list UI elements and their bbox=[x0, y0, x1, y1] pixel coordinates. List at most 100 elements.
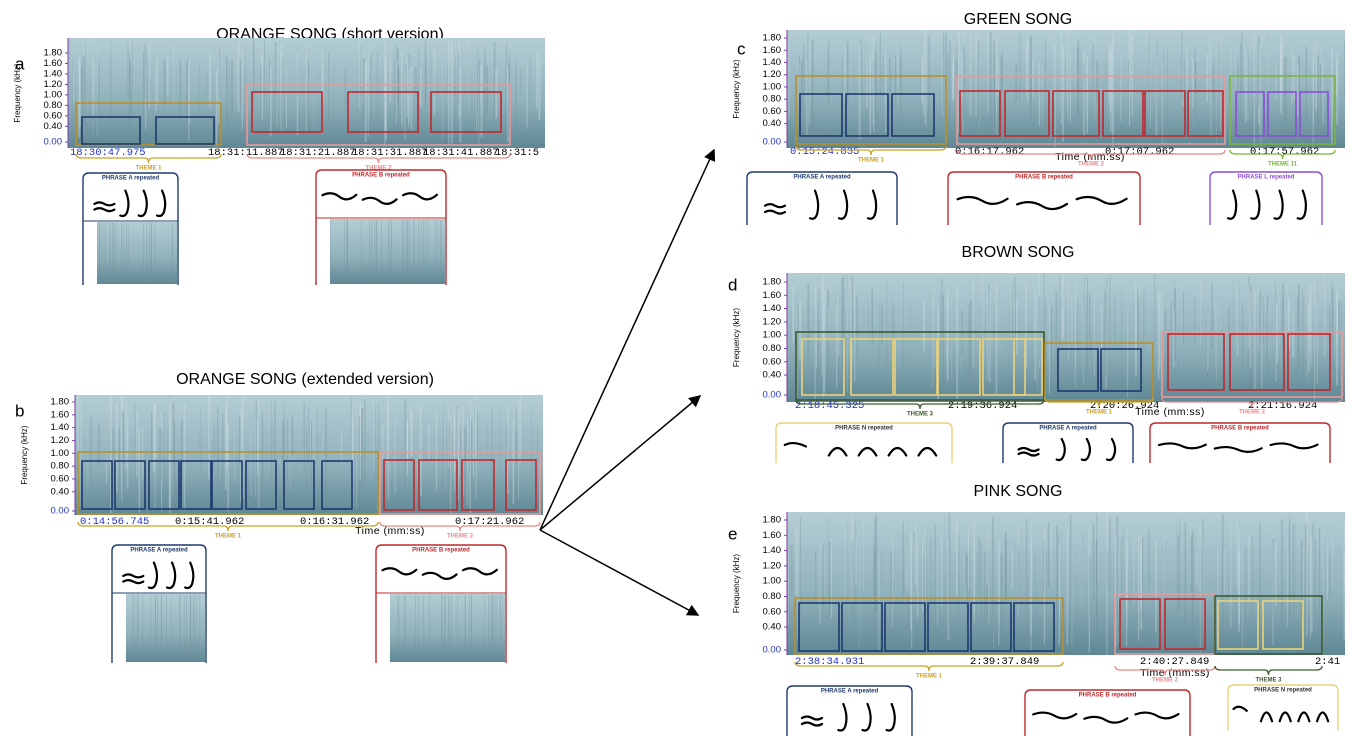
phrase-sketch bbox=[122, 561, 195, 590]
theme-brace bbox=[794, 661, 1064, 672]
time-label: 2:20:26.924 bbox=[1090, 400, 1159, 412]
phrase-box bbox=[959, 90, 1001, 137]
y-tick-label: 0.80 bbox=[763, 343, 782, 354]
phrase-sketch bbox=[1017, 437, 1117, 462]
y-tick-label: 1.20 bbox=[763, 316, 782, 327]
time-label: 0:17:21.962 bbox=[455, 516, 524, 528]
phrase-box bbox=[1144, 90, 1186, 137]
time-label: 0:17:07.962 bbox=[1105, 146, 1174, 158]
phrase-box bbox=[937, 338, 981, 396]
theme-label: THEME 1 bbox=[858, 158, 885, 164]
time-label: 18:31:41.887 bbox=[423, 147, 499, 159]
phrase-sketch bbox=[321, 192, 438, 205]
y-tick-label: 0.40 bbox=[763, 622, 782, 633]
theme-brace bbox=[795, 145, 947, 156]
phrase-sketch bbox=[1226, 189, 1308, 220]
phrase-box bbox=[81, 116, 141, 145]
panel: PINK SONG e 1.80 1.60 1.40 1.20 1.00 0.80 0.60 0.… bbox=[728, 483, 1346, 736]
panel-title: GREEN SONG bbox=[964, 11, 1072, 28]
y-axis-label: Frequency (kHz) bbox=[732, 554, 741, 613]
theme-brace bbox=[956, 149, 1226, 160]
phrase-box bbox=[1119, 598, 1161, 650]
phrase-box bbox=[1229, 333, 1285, 391]
y-tick-label: 1.00 bbox=[763, 81, 782, 92]
theme-brace bbox=[75, 153, 222, 164]
theme-brace bbox=[1161, 397, 1343, 408]
theme-label: THEME 2 bbox=[365, 166, 392, 172]
phrase-label: PHRASE A repeated bbox=[130, 548, 188, 554]
time-label: 18:31:11.887 bbox=[208, 147, 284, 159]
theme-label: THEME 1 bbox=[215, 534, 242, 540]
mini-spectrogram bbox=[390, 594, 505, 662]
phrase-box bbox=[794, 597, 1064, 655]
y-axis-label: Frequency (kHz) bbox=[20, 425, 29, 484]
phrase-label: PHRASE N repeated bbox=[835, 426, 893, 432]
phrase-sketch bbox=[93, 189, 167, 218]
y-tick-label: 1.20 bbox=[763, 69, 782, 80]
y-tick-label: 1.60 bbox=[44, 58, 63, 69]
y-tick-label: 1.00 bbox=[763, 330, 782, 341]
phrase-label: PHRASE A repeated bbox=[821, 689, 879, 695]
y-tick-label: 0.40 bbox=[44, 121, 63, 132]
spectrogram bbox=[75, 395, 543, 515]
theme-brace bbox=[246, 153, 511, 164]
phrase-label: PHRASE A repeated bbox=[1039, 426, 1097, 432]
phrase-panel bbox=[1024, 689, 1191, 736]
phrase-box bbox=[841, 602, 883, 652]
time-label: 0:16:17.962 bbox=[955, 146, 1024, 158]
phrase-box bbox=[845, 93, 889, 137]
theme-brace bbox=[1214, 665, 1323, 676]
theme-label: THEME 1 bbox=[135, 166, 162, 172]
panel: ORANGE SONG (short version)a1.801.601.40… bbox=[13, 26, 545, 285]
y-tick-label: 1.20 bbox=[44, 79, 63, 90]
phrase-box bbox=[81, 460, 113, 510]
theme-label: THEME 2 bbox=[1239, 410, 1266, 416]
y-tick-label: 1.00 bbox=[44, 89, 63, 100]
time-label: 2:18:45.325 bbox=[795, 400, 864, 412]
theme-brace bbox=[1114, 665, 1216, 676]
phrase-box bbox=[430, 91, 502, 133]
arrows bbox=[539, 148, 716, 616]
y-tick-label: 1.80 bbox=[51, 397, 70, 408]
theme-label: THEME 2 bbox=[447, 534, 474, 540]
panel: ORANGE SONG (extended version) b 1.801.60 1… bbox=[15, 371, 543, 663]
phrase-box bbox=[1102, 90, 1144, 137]
phrase-box bbox=[799, 93, 843, 137]
y-tick-label: 0.60 bbox=[763, 606, 782, 617]
phrase-box bbox=[1052, 90, 1100, 137]
y-tick-label: 1.80 bbox=[763, 33, 782, 44]
y-tick-label: 0.80 bbox=[763, 591, 782, 602]
phrase-label: PHRASE L repeated bbox=[1238, 175, 1295, 181]
y-tick-label: 1.60 bbox=[763, 45, 782, 56]
theme-brace bbox=[1229, 149, 1336, 160]
phrase-box bbox=[379, 451, 541, 515]
phrase-box bbox=[1287, 333, 1331, 391]
y-tick-label: 0.00 bbox=[763, 390, 782, 401]
phrase-box bbox=[246, 84, 511, 146]
phrase-sketch bbox=[800, 702, 896, 732]
time-label: 0:14:56.745 bbox=[80, 516, 149, 528]
y-tick-label: 0.00 bbox=[44, 137, 63, 148]
y-tick-label: 1.40 bbox=[763, 545, 782, 556]
phrase-box bbox=[927, 602, 969, 652]
phrase-box bbox=[283, 460, 315, 510]
panel: GREEN SONGc1.801.601.401.201.000.800.600… bbox=[732, 11, 1345, 225]
phrase-box bbox=[505, 459, 537, 511]
panel: BROWN SONG d 1.80 1.60 1.40 1.20 1.00 0.80 0.60 0… bbox=[728, 244, 1345, 463]
phrase-sketch bbox=[381, 567, 498, 580]
phrase-box bbox=[884, 602, 926, 652]
time-label: 0:17:57.962 bbox=[1250, 146, 1319, 158]
phrase-box bbox=[795, 75, 947, 145]
spectrogram bbox=[787, 30, 1345, 148]
time-label: 2:21:16.924 bbox=[1248, 400, 1317, 412]
phrase-sketch bbox=[783, 442, 938, 457]
theme-brace bbox=[379, 521, 541, 532]
phrase-sketch bbox=[1232, 705, 1330, 723]
y-tick-label: 1.60 bbox=[51, 409, 70, 420]
y-tick-label: 0.80 bbox=[44, 100, 63, 111]
y-tick-label: 0.00 bbox=[51, 506, 70, 517]
phrase-box bbox=[1235, 91, 1265, 137]
y-tick-label: 0.60 bbox=[763, 106, 782, 117]
phrase-panel bbox=[775, 422, 953, 463]
theme-brace bbox=[1044, 397, 1154, 408]
